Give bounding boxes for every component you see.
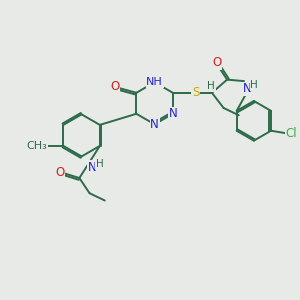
- Text: N: N: [150, 118, 159, 131]
- Text: O: O: [110, 80, 120, 93]
- Text: H: H: [208, 81, 215, 92]
- Text: N: N: [168, 107, 177, 120]
- Text: NH: NH: [146, 77, 163, 87]
- Text: Cl: Cl: [286, 127, 297, 140]
- Text: S: S: [192, 86, 199, 99]
- Text: N: N: [88, 161, 96, 174]
- Text: N: N: [243, 82, 251, 95]
- Text: O: O: [55, 166, 64, 179]
- Text: H: H: [96, 159, 104, 169]
- Text: H: H: [250, 80, 258, 91]
- Text: CH₃: CH₃: [27, 141, 47, 151]
- Text: O: O: [212, 56, 221, 69]
